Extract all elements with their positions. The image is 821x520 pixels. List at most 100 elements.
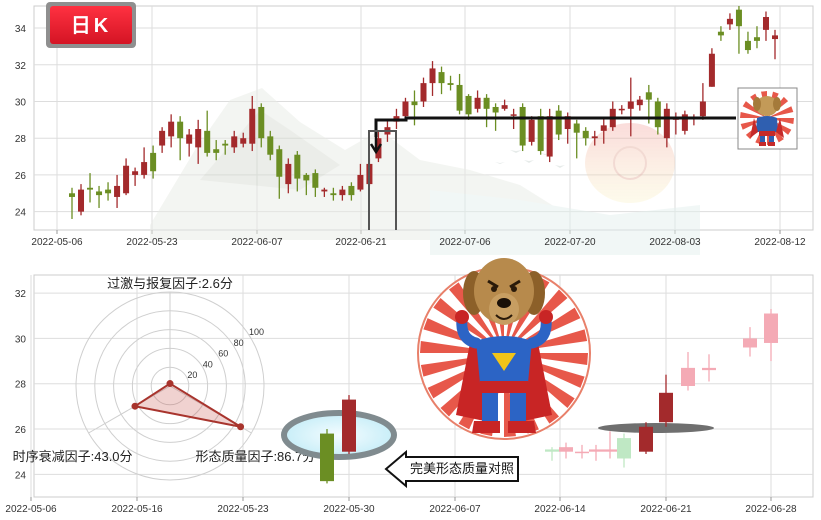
candle [186,129,193,157]
candle [744,31,751,54]
y-tick-label: 26 [15,171,27,182]
candle-body [195,129,202,148]
candle [772,29,778,60]
candle-body [559,447,573,452]
candle-body [285,163,292,185]
candle [168,114,175,148]
x-tick-label: 2022-07-20 [544,237,596,248]
candle [659,374,673,427]
candle [438,66,445,95]
radar-point [237,423,245,431]
candle-body [105,189,112,194]
sunburst-ray [504,289,568,353]
candle [699,83,706,120]
candle-body [348,185,355,196]
candle-body [618,108,625,111]
candle [78,184,85,216]
candle [456,73,463,115]
candle-body [168,121,175,137]
candle-body [681,367,695,386]
candle [702,354,716,382]
y-tick-label: 32 [15,61,27,72]
candle-body [150,152,157,172]
candle [545,447,559,461]
candle-body [603,449,617,452]
candle [474,90,481,113]
candle-body [591,136,598,139]
radar-point [166,380,174,388]
x-tick-label: 2022-05-23 [217,504,269,515]
candle-body [699,101,706,117]
candle-body [617,438,631,459]
y-tick-label: 26 [15,425,27,436]
candle [501,99,508,111]
candle [348,182,355,201]
candle [575,444,589,459]
candle-body [276,149,283,177]
superhero-dog-sticker-small [737,87,798,150]
candle [411,90,418,126]
candle-body [321,189,328,192]
candle [681,110,688,135]
candle-body [222,143,229,146]
candle [312,169,319,197]
bottom-pattern-panel: 24 26 28 30 32 2022-05-06 2022-05-16 2022-05-2… [5,258,814,515]
candle [555,105,562,141]
bottom-candles [320,308,778,484]
candle-body [312,173,319,188]
x-tick-label: 2022-06-07 [231,237,283,248]
candle [249,95,256,152]
candle-body [702,367,716,371]
candle [177,116,184,161]
candle [285,158,292,194]
period-badge: 日K [46,2,136,48]
candle [519,103,526,152]
candle [402,97,409,120]
candle [339,185,346,201]
candle [87,173,94,203]
candle-body [743,338,757,348]
candle [150,145,157,179]
candle-body [575,451,589,454]
candle [528,116,535,146]
candle-body [537,116,544,152]
candle-body [240,138,247,144]
candle [357,163,364,192]
candle-body [330,193,337,196]
candle-body [303,174,310,181]
x-tick-label: 2022-06-21 [640,504,692,515]
candle [764,308,778,362]
candle [321,187,328,197]
candle-body [159,130,166,146]
candle-body [177,121,184,139]
candle [743,327,757,357]
y-tick-label: 24 [15,208,27,219]
candle [600,118,607,144]
radar-point [131,402,139,410]
candle [141,147,148,179]
candle-body [772,35,778,40]
candle [240,132,247,148]
candle-body [231,136,238,148]
candle [537,108,544,155]
candle-body [645,92,652,100]
candle-body [573,123,580,133]
x-tick-label: 2022-06-21 [335,237,387,248]
candle-body [438,72,445,84]
y-tick-label: 30 [15,97,27,108]
candle [294,151,301,192]
radar-scale-label: 20 [187,370,197,380]
candle [342,395,356,454]
candle-body [204,130,211,153]
sunburst-ray [767,106,794,118]
candle [726,13,733,30]
shadow-ellipse [598,423,714,433]
candle [483,94,490,128]
candle [132,167,139,186]
candle [276,145,283,199]
candle [573,119,580,159]
candle-body [744,40,751,51]
candle-body [717,31,724,36]
candle-body [654,101,661,128]
